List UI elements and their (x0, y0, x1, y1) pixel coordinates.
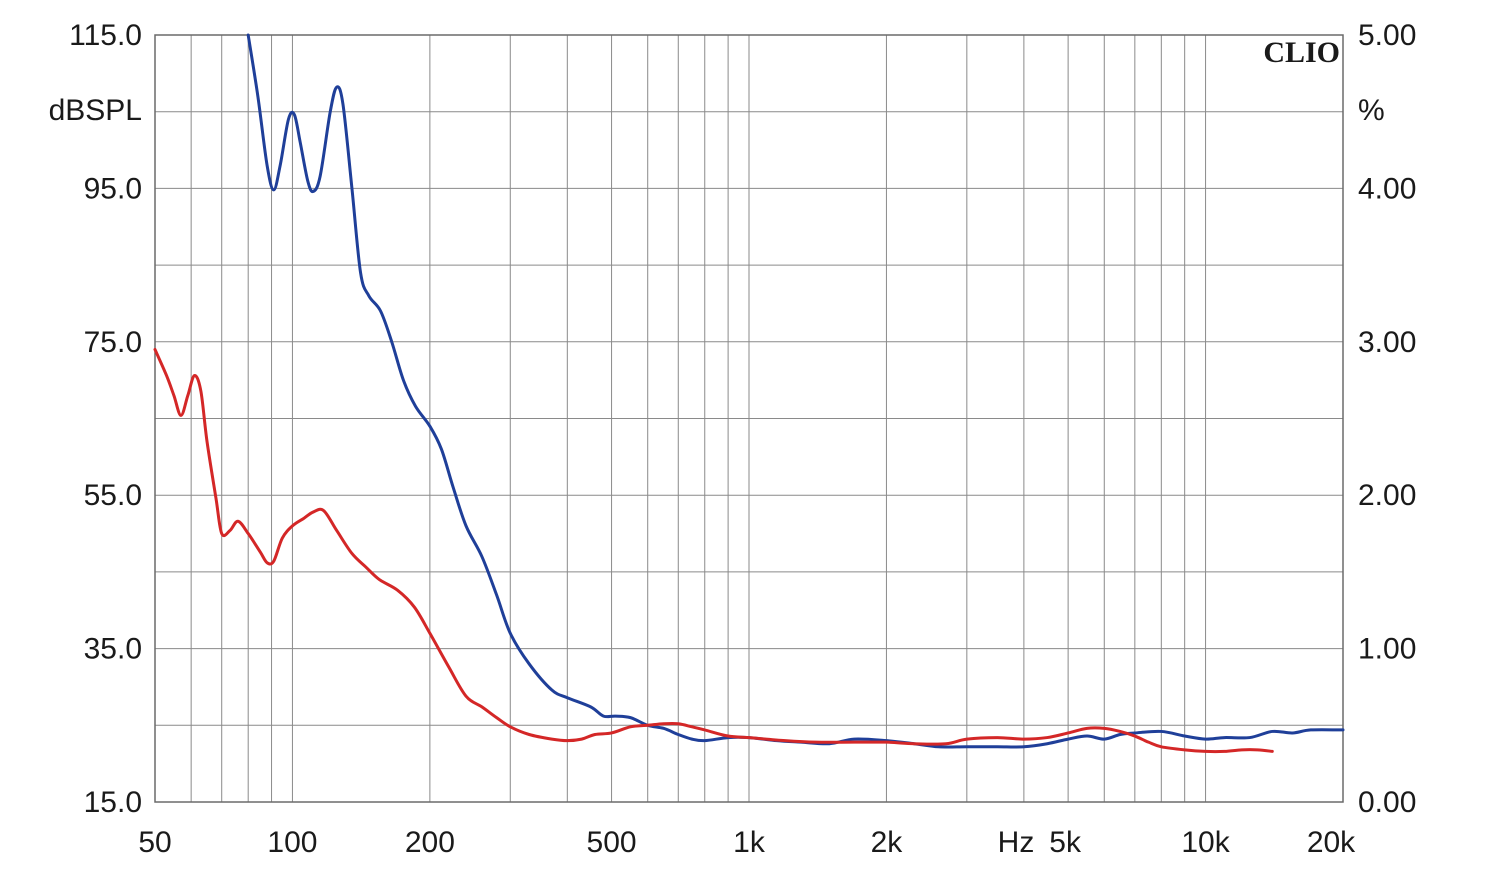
y-right-tick-label: 1.00 (1358, 633, 1416, 666)
y-axis-left-label: dBSPL (49, 94, 142, 127)
x-tick-label: 100 (267, 826, 317, 859)
y-left-tick-label: 15.0 (84, 786, 142, 819)
y-left-tick-label: 115.0 (69, 19, 142, 52)
series-line-blue (246, 33, 1345, 749)
x-tick-label: 200 (405, 826, 455, 859)
brand-label: CLIO (1263, 36, 1340, 69)
y-right-tick-label: 2.00 (1358, 479, 1416, 512)
y-left-tick-label: 35.0 (84, 633, 142, 666)
y-right-tick-label: 4.00 (1358, 172, 1416, 205)
x-axis-label: Hz (998, 826, 1035, 859)
y-left-tick-label: 55.0 (84, 479, 142, 512)
y-right-tick-label: 0.00 (1358, 786, 1416, 819)
axis-labels: 115.0 95.0 75.0 55.0 35.0 15.0 5.00 4.00 3.00 2.0… (69, 19, 1416, 859)
x-tick-label: 50 (138, 826, 171, 859)
y-axis-right-label: % (1358, 94, 1385, 127)
series-line-red (153, 347, 1274, 754)
y-right-tick-label: 3.00 (1358, 326, 1416, 359)
x-tick-label: 1k (733, 826, 766, 859)
y-left-tick-label: 75.0 (84, 326, 142, 359)
x-tick-label: 2k (871, 826, 904, 859)
x-tick-label: 500 (587, 826, 637, 859)
x-tick-label: 10k (1181, 826, 1230, 859)
series-lines (153, 33, 1345, 754)
grid-lines (155, 35, 1343, 802)
x-tick-label: 20k (1307, 826, 1356, 859)
y-right-tick-label: 5.00 (1358, 19, 1416, 52)
x-tick-label: 5k (1049, 826, 1082, 859)
plot-frame (154, 34, 1344, 803)
y-left-tick-label: 95.0 (84, 172, 142, 205)
